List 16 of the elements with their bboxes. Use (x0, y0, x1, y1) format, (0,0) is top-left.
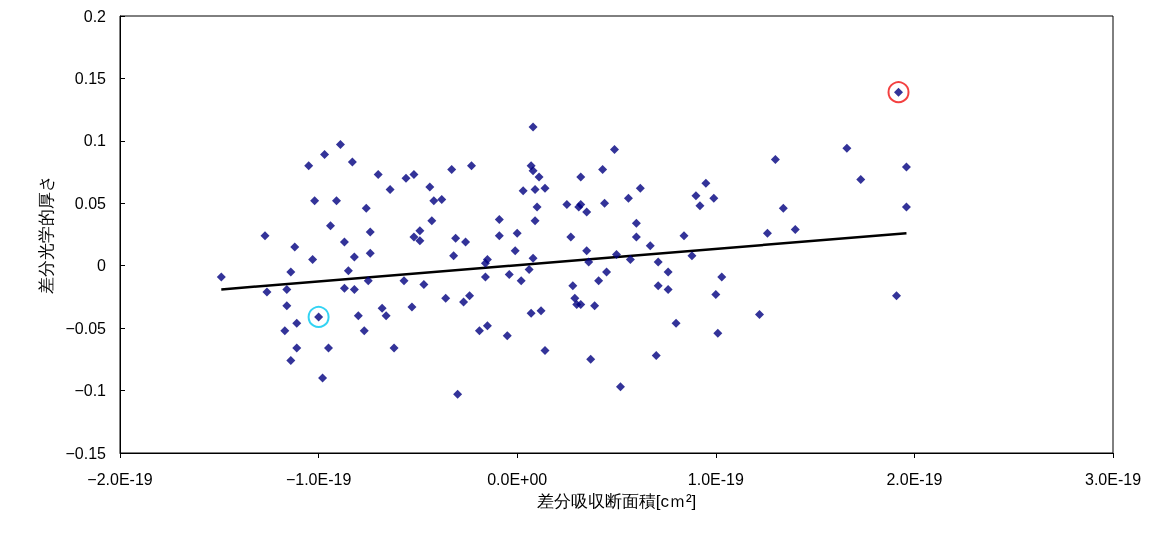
y-tick-label: 0.1 (83, 132, 107, 150)
x-tick-label: 2.0E-19 (886, 470, 943, 488)
y-axis-title: 差分光学的厚さ (36, 175, 56, 294)
y-tick-label: −0.05 (65, 319, 107, 337)
x-tick-label: 1.0E-19 (687, 470, 744, 488)
y-tick-label: −0.15 (65, 444, 107, 462)
x-tick-label: 0.0E+00 (487, 470, 548, 488)
y-tick-label: 0.2 (83, 7, 107, 25)
x-tick-label: 3.0E-19 (1084, 470, 1142, 488)
y-tick-label: −0.1 (74, 382, 107, 400)
x-tick-label: −1.0E-19 (285, 470, 352, 488)
x-axis-title: 差分吸収断面積[cｍ²] (536, 492, 697, 511)
y-tick-label: 0.05 (74, 194, 107, 212)
x-tick-label: −2.0E-19 (87, 470, 153, 488)
y-tick-label: 0.15 (74, 69, 107, 87)
y-tick-label: 0 (97, 257, 107, 275)
